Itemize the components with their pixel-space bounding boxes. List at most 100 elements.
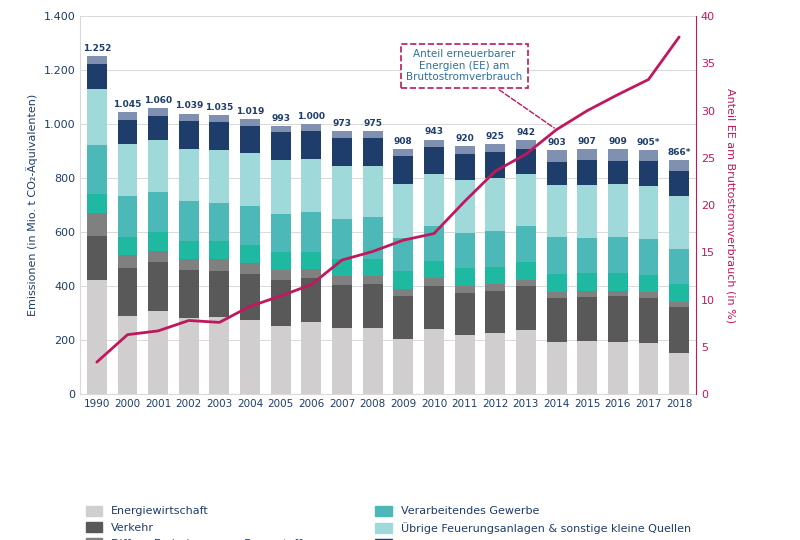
- Bar: [332, 166, 352, 219]
- Bar: [240, 206, 260, 245]
- Bar: [638, 292, 658, 298]
- Bar: [394, 156, 414, 184]
- Bar: [546, 150, 566, 162]
- Bar: [362, 259, 382, 276]
- Bar: [270, 126, 290, 132]
- Bar: [118, 120, 138, 145]
- Bar: [87, 56, 107, 64]
- Bar: [362, 217, 382, 259]
- Text: 1.060: 1.060: [144, 96, 172, 105]
- Bar: [638, 298, 658, 343]
- Bar: [516, 226, 536, 262]
- Bar: [240, 273, 260, 320]
- Text: 907: 907: [578, 137, 597, 146]
- Bar: [270, 252, 290, 270]
- Bar: [454, 233, 474, 268]
- Bar: [210, 317, 230, 394]
- Bar: [546, 162, 566, 186]
- Bar: [118, 237, 138, 255]
- Bar: [486, 284, 506, 291]
- Bar: [148, 251, 168, 262]
- Bar: [394, 339, 414, 394]
- Bar: [424, 147, 444, 174]
- Bar: [332, 285, 352, 328]
- Bar: [240, 245, 260, 263]
- Text: 1.035: 1.035: [206, 103, 234, 112]
- Bar: [516, 330, 536, 394]
- Bar: [486, 178, 506, 231]
- Bar: [87, 213, 107, 235]
- Bar: [179, 201, 198, 241]
- Bar: [332, 131, 352, 138]
- Bar: [669, 171, 689, 196]
- Text: 993: 993: [271, 114, 290, 123]
- Bar: [179, 270, 198, 318]
- Bar: [362, 138, 382, 166]
- Text: 866*: 866*: [667, 148, 691, 157]
- Bar: [578, 149, 597, 160]
- Text: Anteil erneuerbarer
Energien (EE) am
Bruttostromverbrauch: Anteil erneuerbarer Energien (EE) am Bru…: [406, 49, 554, 128]
- Legend: Verarbeitendes Gewerbe, Übrige Feuerungsanlagen & sonstige kleine Quellen, Indus: Verarbeitendes Gewerbe, Übrige Feuerungs…: [375, 505, 690, 540]
- Bar: [118, 315, 138, 394]
- Y-axis label: Anteil EE am Bruttostromverbrauch (in %): Anteil EE am Bruttostromverbrauch (in %): [726, 87, 736, 323]
- Bar: [87, 280, 107, 394]
- Bar: [240, 153, 260, 206]
- Bar: [608, 296, 628, 342]
- Bar: [87, 194, 107, 213]
- Bar: [516, 149, 536, 174]
- Bar: [302, 269, 322, 279]
- Bar: [240, 263, 260, 273]
- Bar: [332, 259, 352, 276]
- Bar: [302, 322, 322, 394]
- Bar: [516, 262, 536, 280]
- Bar: [148, 108, 168, 116]
- Bar: [270, 160, 290, 214]
- Bar: [302, 279, 322, 322]
- Bar: [454, 146, 474, 153]
- Text: 942: 942: [517, 127, 535, 137]
- Bar: [87, 64, 107, 89]
- Text: 1.019: 1.019: [236, 107, 264, 116]
- Bar: [669, 249, 689, 284]
- Bar: [669, 353, 689, 394]
- Bar: [270, 132, 290, 160]
- Bar: [546, 298, 566, 342]
- Bar: [486, 267, 506, 284]
- Bar: [148, 232, 168, 251]
- Bar: [179, 318, 198, 394]
- Bar: [148, 192, 168, 232]
- Bar: [608, 149, 628, 161]
- Bar: [546, 274, 566, 292]
- Bar: [638, 186, 658, 239]
- Bar: [669, 196, 689, 249]
- Bar: [546, 342, 566, 394]
- Bar: [118, 268, 138, 315]
- Bar: [638, 160, 658, 186]
- Bar: [454, 154, 474, 180]
- Text: 903: 903: [547, 138, 566, 147]
- Bar: [302, 252, 322, 269]
- Bar: [454, 335, 474, 394]
- Bar: [608, 291, 628, 296]
- Text: 909: 909: [609, 137, 627, 146]
- Bar: [516, 174, 536, 226]
- Bar: [394, 296, 414, 339]
- Bar: [210, 115, 230, 122]
- Bar: [87, 235, 107, 280]
- Bar: [578, 291, 597, 297]
- Bar: [240, 119, 260, 126]
- Bar: [454, 268, 474, 286]
- Bar: [362, 276, 382, 284]
- Bar: [454, 286, 474, 293]
- Bar: [148, 310, 168, 394]
- Bar: [486, 333, 506, 394]
- Text: 908: 908: [394, 137, 413, 146]
- Bar: [302, 131, 322, 159]
- Bar: [486, 291, 506, 333]
- Bar: [516, 280, 536, 286]
- Bar: [179, 259, 198, 270]
- Bar: [148, 140, 168, 192]
- Y-axis label: Emissionen (in Mio. t CO₂-Äquivalenten): Emissionen (in Mio. t CO₂-Äquivalenten): [26, 94, 38, 316]
- Bar: [118, 196, 138, 237]
- Bar: [179, 148, 198, 201]
